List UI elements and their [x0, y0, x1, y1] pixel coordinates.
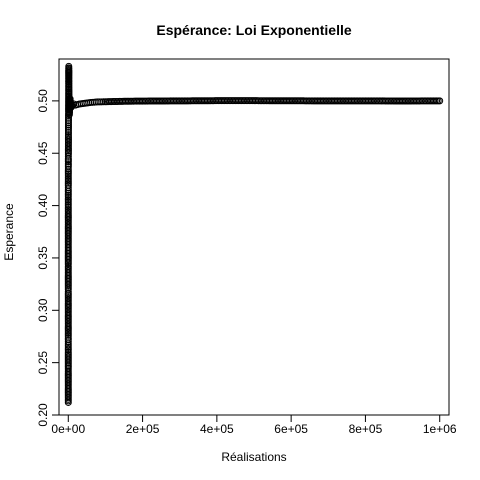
data-point [64, 184, 72, 192]
x-tick-label: 4e+05 [200, 422, 234, 436]
x-axis-label: Réalisations [221, 450, 286, 464]
y-axis-label: Esperance [2, 203, 16, 261]
data-point [64, 201, 72, 209]
y-tick-label: 0.40 [36, 194, 50, 218]
data-point [64, 264, 72, 272]
y-tick-label: 0.50 [36, 89, 50, 113]
data-points [64, 62, 444, 406]
data-point [64, 165, 72, 173]
data-point [64, 350, 72, 358]
data-point [64, 133, 72, 141]
x-tick-label: 0e+00 [51, 422, 85, 436]
data-point [64, 124, 72, 132]
data-point [66, 97, 74, 105]
data-point [64, 156, 72, 164]
data-point [64, 291, 72, 299]
data-point [65, 74, 73, 82]
data-point [64, 193, 72, 201]
y-tick-label: 0.30 [36, 298, 50, 322]
data-point [64, 206, 72, 214]
y-tick-label: 0.45 [36, 141, 50, 165]
data-point [64, 287, 72, 295]
y-tick-label: 0.35 [36, 246, 50, 270]
data-point [64, 117, 72, 125]
data-point [67, 101, 75, 109]
y-tick-label: 0.20 [36, 403, 50, 427]
data-point [434, 97, 442, 105]
data-point [77, 100, 85, 108]
x-tick-label: 8e+05 [349, 422, 383, 436]
y-tick-label: 0.25 [36, 351, 50, 375]
y-axis: 0.20 0.25 0.30 0.35 0.40 0.45 0.50 [36, 89, 60, 427]
data-point [64, 169, 72, 177]
x-tick-label: 2e+05 [126, 422, 160, 436]
data-point [64, 180, 72, 188]
data-point [64, 188, 72, 196]
chart-title: Espérance: Loi Exponentielle [156, 22, 351, 38]
plot-frame [58, 58, 450, 416]
data-point [64, 152, 72, 160]
data-point [65, 108, 73, 116]
data-point [64, 338, 72, 346]
data-point [64, 161, 72, 169]
data-point [65, 64, 73, 72]
data-point [81, 99, 89, 107]
data-point [64, 341, 72, 349]
x-tick-label: 6e+05 [274, 422, 308, 436]
x-tick-label: 1e+06 [423, 422, 457, 436]
data-point [64, 121, 72, 129]
data-point [64, 128, 72, 136]
data-point [65, 85, 73, 93]
x-axis: 0e+00 2e+05 4e+05 6e+05 8e+05 1e+06 [51, 414, 457, 436]
data-point [100, 98, 108, 106]
data-point [64, 172, 72, 180]
